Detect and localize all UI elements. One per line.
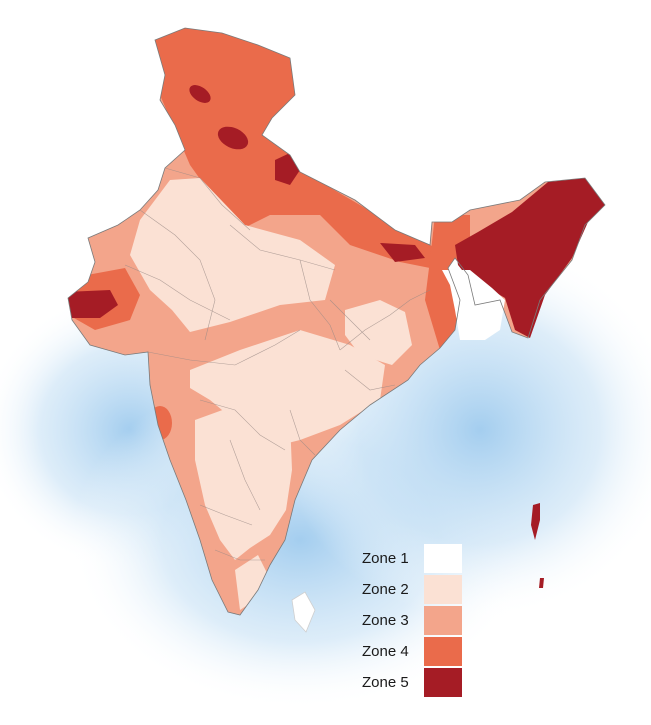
legend-label: Zone 5 xyxy=(362,674,409,691)
sri-lanka-outline xyxy=(291,591,316,633)
central-east-zone-2 xyxy=(345,300,412,365)
legend-row-zone-3: Zone 3 xyxy=(362,605,472,636)
legend-label: Zone 2 xyxy=(362,581,409,598)
south-tip-zone-2 xyxy=(235,555,268,610)
legend-row-zone-1: Zone 1 xyxy=(362,543,472,574)
kutch-zone-5 xyxy=(68,290,118,318)
legend-swatch-zone-5 xyxy=(424,668,462,697)
nepal-gap xyxy=(300,165,432,245)
central-north-zone-2 xyxy=(130,178,335,332)
state-boundaries xyxy=(124,167,431,561)
country-outline xyxy=(67,27,606,616)
legend-row-zone-4: Zone 4 xyxy=(362,636,472,667)
legend-swatch-zone-3 xyxy=(424,606,462,635)
legend-swatch-zone-1 xyxy=(424,544,462,573)
northeast-zone-5 xyxy=(455,178,605,338)
legend-label: Zone 4 xyxy=(362,643,409,660)
bihar-zone-5 xyxy=(380,243,425,262)
north-zone-4 xyxy=(140,28,440,270)
nicobar-islands xyxy=(539,578,544,588)
bangladesh-gap xyxy=(442,270,505,340)
legend-label: Zone 1 xyxy=(362,550,409,567)
legend-row-zone-5: Zone 5 xyxy=(362,667,472,698)
legend-label: Zone 3 xyxy=(362,612,409,629)
kashmir-zone-5 xyxy=(189,85,211,103)
legend-swatch-zone-4 xyxy=(424,637,462,666)
zone-legend: Zone 1 Zone 2 Zone 3 Zone 4 Zone 5 xyxy=(362,543,472,698)
himachal-zone-5 xyxy=(217,126,249,150)
deccan-zone-2 xyxy=(195,395,292,560)
legend-swatch-zone-2 xyxy=(424,575,462,604)
legend-row-zone-2: Zone 2 xyxy=(362,574,472,605)
andaman-islands-zone-5 xyxy=(531,503,540,540)
